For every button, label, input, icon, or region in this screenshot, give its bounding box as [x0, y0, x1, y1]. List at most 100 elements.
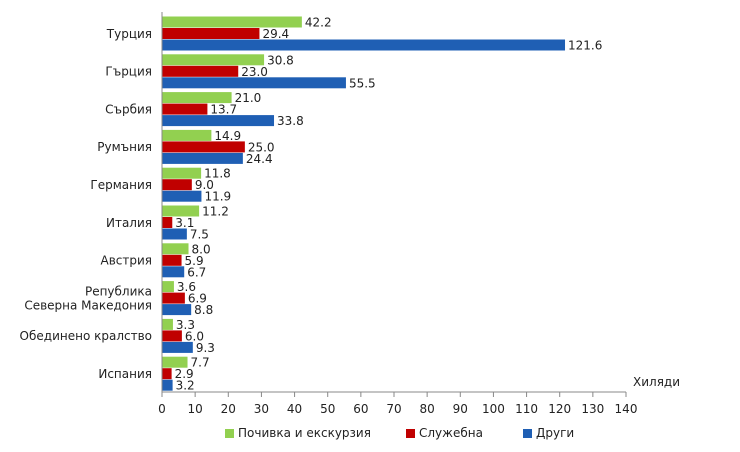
x-tick-label: 130	[581, 402, 604, 416]
bar	[162, 141, 245, 153]
category-label-line: Северна Македония	[24, 298, 152, 312]
bar-value-label: 3.2	[176, 379, 195, 393]
bar-value-label: 13.7	[210, 103, 237, 117]
x-tick-label: 60	[353, 402, 368, 416]
x-tick-label: 20	[221, 402, 236, 416]
bar	[162, 77, 346, 89]
legend-swatch	[523, 429, 532, 438]
bar-value-label: 5.9	[185, 254, 204, 268]
category-label: Румъния	[97, 140, 152, 154]
bar	[162, 281, 174, 293]
x-axis-ticks: 0 10 20 30 40 50 60 70 80 90 100 110 120 130 140	[158, 392, 637, 416]
bars-layer	[162, 16, 566, 391]
x-tick-label: 50	[320, 402, 335, 416]
category-label-line: Испания	[98, 367, 152, 381]
bar	[162, 254, 182, 266]
bar	[162, 368, 172, 380]
bar-value-label: 6.0	[185, 329, 204, 343]
bar-value-label: 33.8	[277, 114, 304, 128]
bar	[162, 190, 202, 202]
bar-value-label: 9.3	[196, 341, 215, 355]
bar-value-label: 23.0	[241, 65, 268, 79]
bar-value-label: 55.5	[349, 76, 376, 90]
bar-value-label: 25.0	[248, 140, 275, 154]
x-tick-label: 110	[515, 402, 538, 416]
x-tick-label: 30	[254, 402, 269, 416]
x-tick-label: 70	[386, 402, 401, 416]
x-tick-label: 80	[420, 402, 435, 416]
bar-value-label: 42.2	[305, 16, 332, 30]
bar	[162, 28, 260, 39]
bar-value-label: 8.8	[194, 303, 213, 317]
x-axis-unit-label: Хиляди	[633, 375, 680, 389]
category-label-line: Италия	[106, 216, 152, 230]
x-tick-label: 40	[287, 402, 302, 416]
bar	[162, 228, 187, 240]
legend-label: Служебна	[419, 426, 483, 440]
x-tick-label: 10	[188, 402, 203, 416]
bar	[162, 54, 265, 66]
category-label-line: Сърбия	[105, 102, 152, 116]
bar	[162, 292, 185, 304]
labels-layer: Турция 42.2 29.4 121.6 Гърция 30.823.0 55.5 Сър…	[20, 16, 603, 393]
category-label: Обединено кралство	[20, 329, 152, 343]
x-tick-label: 120	[548, 402, 571, 416]
bar-value-label: 3.1	[175, 216, 194, 230]
bar-value-label: 29.4	[262, 27, 289, 41]
bar	[162, 16, 302, 28]
bar-value-label: 6.9	[188, 292, 207, 306]
legend-swatch	[225, 429, 234, 438]
bar	[162, 152, 243, 164]
legend-label: Почивка и екскурзия	[238, 426, 371, 440]
legend-swatch	[406, 429, 415, 438]
category-label: Гърция	[105, 65, 152, 79]
category-label: Италия	[106, 216, 152, 230]
bar	[162, 115, 275, 127]
bar-value-label: 121.6	[568, 39, 602, 53]
category-label: Турция	[106, 27, 152, 41]
bar	[162, 217, 173, 228]
bar	[162, 318, 173, 330]
bar	[162, 92, 232, 104]
category-label-line: Германия	[90, 178, 152, 192]
bar-value-label: 11.2	[202, 205, 229, 219]
bar-value-label: 24.4	[246, 152, 273, 166]
bar	[162, 379, 173, 391]
bar-value-label: 11.9	[204, 190, 231, 204]
category-label-line: Обединено кралство	[20, 329, 152, 343]
x-tick-label: 100	[482, 402, 505, 416]
legend: Почивка и екскурзия Служебна Други	[225, 426, 574, 440]
category-label-line: Австрия	[100, 254, 152, 268]
category-label: Испания	[98, 367, 152, 381]
bar	[162, 103, 208, 115]
category-label-line: Република	[85, 284, 152, 298]
bar-value-label: 6.7	[187, 265, 206, 279]
bar-value-label: 7.7	[191, 356, 210, 370]
bar-value-label: 3.3	[176, 318, 195, 332]
x-tick-label: 0	[158, 402, 166, 416]
bar	[162, 65, 239, 77]
legend-label: Други	[536, 426, 574, 440]
category-label: Австрия	[100, 254, 152, 268]
category-label: Република Северна Македония	[24, 284, 152, 312]
category-label: Сърбия	[105, 102, 152, 116]
bar	[162, 266, 185, 278]
x-tick-label: 140	[615, 402, 638, 416]
bar	[162, 330, 182, 342]
bar-value-label: 30.8	[267, 53, 294, 67]
bar-value-label: 9.0	[195, 178, 214, 192]
category-label-line: Турция	[106, 27, 152, 41]
bar	[162, 304, 192, 316]
bar	[162, 129, 212, 141]
category-label: Германия	[90, 178, 152, 192]
bar-value-label: 11.8	[204, 167, 231, 181]
bar	[162, 341, 193, 353]
bar-value-label: 7.5	[190, 228, 209, 242]
category-label-line: Румъния	[97, 140, 152, 154]
x-tick-label: 90	[453, 402, 468, 416]
bar-value-label: 3.6	[177, 280, 196, 294]
bar-value-label: 14.9	[214, 129, 241, 143]
bar-value-label: 21.0	[235, 91, 262, 105]
bar	[162, 39, 566, 51]
